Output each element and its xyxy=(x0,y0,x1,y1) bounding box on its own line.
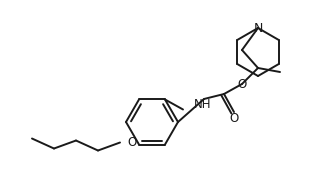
Text: O: O xyxy=(229,112,239,125)
Text: O: O xyxy=(127,136,137,149)
Text: O: O xyxy=(237,78,247,90)
Text: N: N xyxy=(253,21,263,34)
Text: NH: NH xyxy=(194,97,212,110)
